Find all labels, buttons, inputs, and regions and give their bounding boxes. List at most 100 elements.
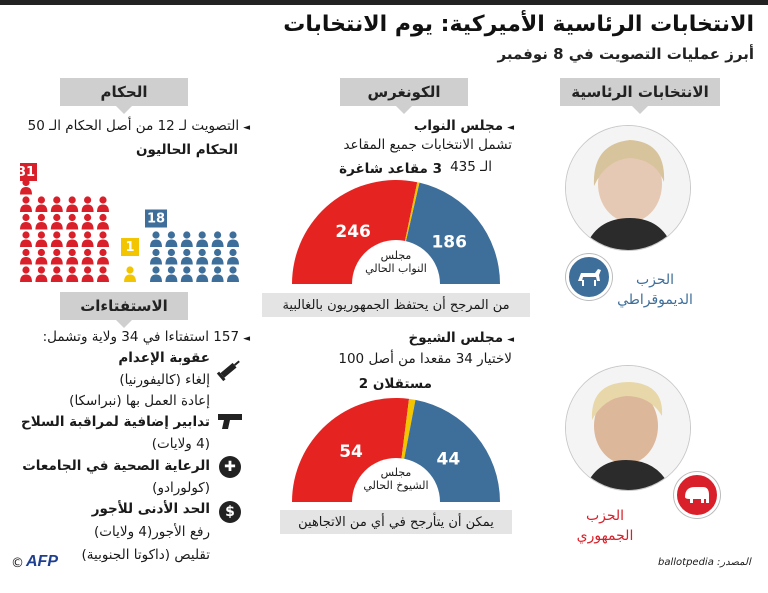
page-subtitle: أبرز عمليات التصويت في 8 نوفمبر [497, 45, 754, 63]
governor-democrat-person [165, 248, 178, 265]
syringe-icon [216, 356, 244, 386]
copyright-mark: © [11, 556, 24, 571]
referendums-intro: ◄157 استفتاءا في 34 ولاية وتشمل: [43, 328, 250, 348]
governor-republican-person [81, 213, 94, 230]
governor-republican-person [66, 248, 79, 265]
top-rule [0, 0, 768, 5]
democrat-party-label: الحزب الديموقراطي [610, 270, 700, 310]
governor-republican-person [35, 231, 48, 247]
governor-democrat-person [211, 266, 224, 282]
senate-title: ◄مجلس الشيوخ [409, 329, 514, 349]
governors-line2: الحكام الحاليون [135, 142, 238, 158]
house-banner: من المرجح أن يحتفظ الجمهوريون بالغالبية [262, 293, 530, 317]
tab-governors-label: الحكام [100, 83, 148, 101]
senate-desc: لاختيار 34 مقعدا من أصل 100 [338, 351, 512, 367]
governor-democrat-person [196, 266, 209, 282]
governor-democrat-person [180, 266, 193, 282]
bullet-icon: ◄ [507, 123, 514, 133]
governor-republican-person [97, 196, 109, 212]
governor-republican-person [35, 248, 48, 265]
governor-democrat-person [211, 248, 224, 265]
senate-center-line1: مجلس [380, 466, 412, 479]
referendum-detail-0-1: إعادة العمل بها (نبراسكا) [69, 393, 210, 409]
governor-republican-person [20, 231, 32, 247]
house-democrat-value: 186 [431, 233, 467, 253]
governor-republican-person [97, 266, 109, 282]
referendum-detail-0-0: إلغاء (كاليفورنيا) [119, 372, 210, 388]
republican-party-line1: الحزب [585, 508, 625, 524]
democrat-party-line1: الحزب [635, 272, 675, 288]
elephant-icon [674, 472, 720, 518]
governor-republican-person [81, 266, 94, 282]
source-credit: المصدر: ballotpedia [658, 557, 751, 568]
governor-republican-person [66, 196, 79, 212]
republican-candidate-portrait [565, 365, 691, 491]
governor-republican-person [97, 248, 109, 265]
governor-republican-person [81, 196, 94, 212]
referendums-intro-text: 157 استفتاءا في 34 ولاية وتشمل: [42, 329, 240, 345]
senate-seat-chart: 54 44 [292, 398, 500, 502]
referendum-detail-3-1: تقليص (داكوتا الجنوبية) [81, 547, 210, 563]
tab-presidential-label: الانتخابات الرئاسية [571, 83, 709, 101]
house-desc: تشمل الانتخابات جميع المقاعد [343, 137, 512, 153]
governor-democrat-person [227, 248, 239, 265]
governor-republican-person [81, 248, 94, 265]
tab-referendums: الاستفتاءات [60, 292, 188, 328]
governor-republican-person [50, 231, 63, 247]
bullet-icon: ◄ [507, 335, 514, 345]
referendum-detail-3-0: رفع الأجور(4 ولايات) [94, 524, 210, 540]
governor-independent-person [124, 266, 136, 282]
governor-democrat-person [165, 231, 178, 247]
governor-democrat-person [150, 266, 162, 282]
governors-pictogram: 31 18 1 [20, 163, 239, 282]
governor-republican-person [20, 178, 32, 195]
donkey-icon [566, 254, 612, 300]
republican-party-label: الحزب الجمهوري [560, 506, 650, 546]
senate-center-label: مجلس الشيوخ الحالي [346, 466, 446, 492]
house-center-line2: النواب الحالي [365, 262, 427, 275]
page-title: الانتخابات الرئاسية الأميركية: يوم الانت… [283, 12, 754, 37]
governor-democrat-person [227, 266, 239, 282]
governor-republican-person [81, 231, 94, 247]
bullet-icon: ◄ [243, 123, 250, 133]
governor-democrat-person [227, 231, 239, 247]
referendum-title-0: عقوبة الإعدام [118, 350, 210, 366]
house-title: ◄مجلس النواب [414, 117, 514, 137]
senate-republican-value: 54 [339, 442, 363, 462]
governor-democrat-person [196, 248, 209, 265]
governor-republican-person [50, 248, 63, 265]
governor-republican-person [50, 266, 63, 282]
dollar-icon: $ [219, 501, 241, 523]
governor-democrat-person [150, 231, 162, 247]
senate-chart-center [352, 458, 440, 502]
governor-democrat-person [180, 248, 193, 265]
governors-democrat-badge [145, 209, 167, 228]
governor-democrat-person [165, 266, 178, 282]
governor-republican-person [20, 266, 32, 282]
governor-republican-person [35, 266, 48, 282]
governor-republican-person [97, 231, 109, 247]
governor-republican-person [20, 213, 32, 230]
governor-republican-person [66, 213, 79, 230]
governor-republican-person [66, 266, 79, 282]
house-title-text: مجلس النواب [413, 118, 504, 134]
governor-republican-person [50, 196, 63, 212]
governor-democrat-person [196, 231, 209, 247]
house-chart-center [352, 240, 440, 284]
democrat-candidate-portrait [565, 125, 691, 251]
medical-cross-icon: ✚ [219, 456, 241, 478]
governors-republican-count: 31 [20, 165, 35, 180]
tab-governors: الحكام [60, 78, 188, 114]
referendum-title-3: الحد الأدنى للأجور [91, 501, 210, 517]
governor-republican-person [35, 213, 48, 230]
house-seat-chart: 246 186 [292, 179, 500, 284]
house-total: الـ 435 [450, 159, 492, 175]
house-republican-value: 246 [335, 222, 371, 242]
governors-democrat-count: 18 [147, 212, 165, 227]
governor-republican-person [97, 213, 109, 230]
republican-party-line2: الجمهوري [576, 528, 634, 544]
senate-center-line2: الشيوخ الحالي [363, 479, 429, 492]
senate-banner: يمكن أن يتأرجح في أي من الاتجاهين [280, 510, 512, 534]
governors-line1: ◄التصويت لـ 12 من أصل الحكام الـ 50 [28, 117, 250, 137]
referendum-title-1: تدابير إضافية لمراقبة السلاح [21, 414, 210, 430]
